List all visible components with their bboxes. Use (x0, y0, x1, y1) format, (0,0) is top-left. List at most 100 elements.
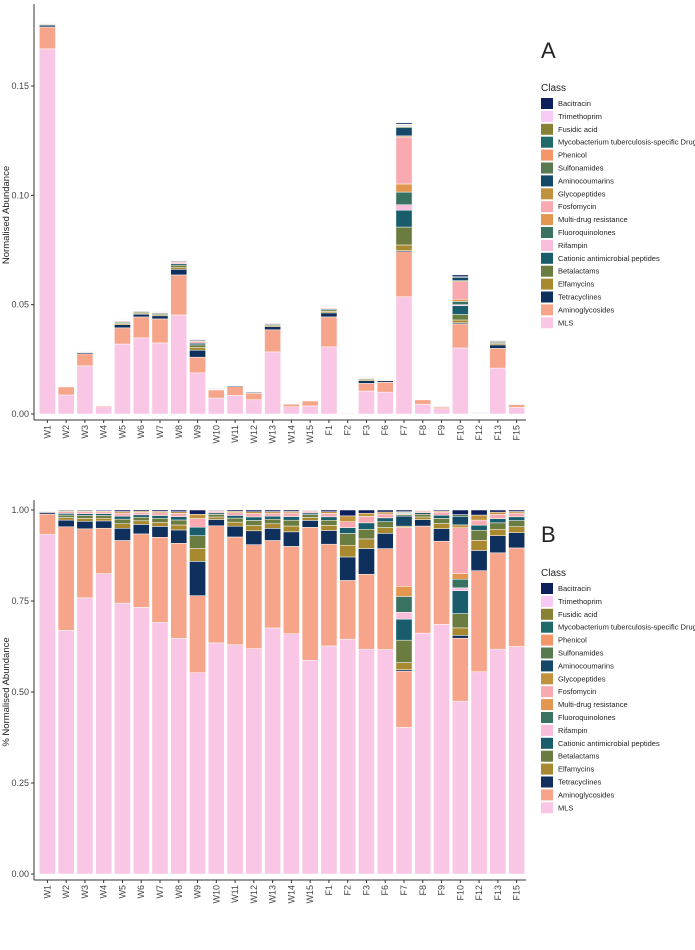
bar-segment-W5-mls (114, 344, 130, 414)
bar-segment-W2-elfamycins (58, 518, 74, 521)
bar-segment-F1-aminoglycosides (321, 317, 337, 347)
legend-title-a: Class (541, 83, 566, 94)
bar-segment-F15-bacitracin (509, 510, 525, 512)
bar-F2 (340, 510, 356, 874)
legend-label: Aminoglycosides (558, 305, 615, 314)
x-tick-label: W10 (211, 885, 221, 904)
bar-segment-W12-cationic-antimicrobial-peptides (246, 517, 262, 520)
x-tick-label: W7 (155, 885, 165, 899)
legend-item: Fluoroquinolones (541, 712, 616, 723)
bar-segment-W5-bacitracin (114, 510, 130, 512)
legend-item: MLS (541, 802, 573, 813)
bar-segment-W5-aminoglycosides (114, 328, 130, 344)
legend-swatch (541, 635, 553, 646)
legend-label: Multi-drug resistance (558, 700, 628, 709)
bar-segment-W8-fosfomycin (171, 513, 187, 516)
legend-swatch (541, 699, 553, 710)
bar-segment-F3-tetracyclines (358, 549, 374, 575)
bar-segment-W12-fosfomycin (246, 513, 262, 516)
bar-segment-W6-aminoglycosides (133, 317, 149, 338)
legend-item: Tetracyclines (541, 777, 602, 788)
bar-segment-F3-fosfomycin (358, 516, 374, 522)
bar-W12 (246, 510, 262, 874)
bar-segment-W15-betalactams (302, 515, 318, 518)
bar-W5 (114, 320, 130, 414)
x-tick-label: W14 (286, 885, 296, 904)
bar-segment-F7-mls (396, 297, 412, 414)
bar-segment-F12-mls (471, 672, 487, 874)
bar-segment-F6-cationic-antimicrobial-peptides (377, 518, 393, 522)
bar-segment-W10-tetracyclines (208, 519, 224, 525)
bar-segment-W9-fosfomycin (189, 341, 205, 343)
bar-segment-F6-mls (377, 392, 393, 414)
x-tick-label: F8 (418, 885, 428, 896)
legend-label: Phenicol (558, 636, 587, 645)
x-tick-label: F9 (437, 425, 447, 436)
bar-segment-F3-aminoglycosides (358, 574, 374, 649)
legend-item: Aminocoumarins (541, 175, 614, 186)
bar-segment-W13-mls (265, 628, 281, 874)
bar-segment-F9-mls (433, 409, 449, 414)
bar-segment-W4-elfamycins (96, 518, 112, 521)
bar-segment-W8-aminoglycosides (171, 275, 187, 315)
bar-segment-W7-mls (152, 343, 168, 414)
bar-segment-W2-bacitracin (58, 510, 74, 511)
bar-segment-F7-multi-drug-resistance (396, 586, 412, 596)
legend-swatch (541, 137, 553, 148)
bar-segment-F7-mls (396, 727, 412, 874)
legend-label: Rifampin (558, 241, 588, 250)
bar-segment-F15-elfamycins (509, 527, 525, 533)
bar-segment-F7-aminoglycosides (396, 252, 412, 297)
bar-segment-W7-aminoglycosides (152, 319, 168, 343)
bar-segment-F15-tetracyclines (509, 533, 525, 548)
bar-segment-F15-cationic-antimicrobial-peptides (509, 517, 525, 521)
bar-segment-W7-elfamycins (152, 522, 168, 526)
bar-W2 (58, 510, 74, 874)
bar-segment-W3-mls (77, 366, 93, 414)
bar-segment-F10-multi-drug-resistance (452, 574, 468, 580)
bar-W9 (189, 340, 205, 414)
bar-segment-W8-betalactams (171, 520, 187, 525)
legend-item: Fusidic acid (541, 124, 598, 135)
bar-segment-F3-tetracyclines (358, 381, 374, 384)
bar-segment-W7-cationic-antimicrobial-peptides (152, 515, 168, 518)
bar-segment-F9-fosfomycin (433, 512, 449, 515)
legend-label: MLS (558, 318, 573, 327)
legend-swatch (541, 712, 553, 723)
legend-swatch (541, 660, 553, 671)
bar-segment-W9-bacitracin (189, 510, 205, 514)
bar-segment-F1-fosfomycin (321, 513, 337, 516)
x-tick-label: W8 (174, 885, 184, 899)
x-tick-label: W6 (136, 425, 146, 439)
legend-swatch (541, 622, 553, 633)
bar-W13 (265, 322, 281, 414)
bar-segment-W3-fosfomycin (77, 512, 93, 514)
bar-segment-F10-multi-drug-resistance (452, 299, 468, 301)
bar-segment-W1-aminoglycosides (39, 514, 55, 534)
legend-swatch (541, 751, 553, 762)
bar-segment-W5-cationic-antimicrobial-peptides (114, 516, 130, 519)
bar-segment-F8-mls (415, 404, 431, 414)
bar-F13 (490, 510, 506, 874)
x-tick-label: F1 (324, 885, 334, 896)
bar-segment-W1-mls (39, 534, 55, 874)
y-tick-label: 1.00 (11, 505, 29, 515)
x-tick-label: F6 (380, 425, 390, 436)
bar-segment-F1-tetracyclines (321, 313, 337, 317)
legend-swatch (541, 648, 553, 659)
bar-F3 (358, 377, 374, 414)
y-tick-label: 0.25 (11, 778, 29, 788)
bar-segment-F1-tetracyclines (321, 531, 337, 545)
bar-segment-F9-betalactams (433, 518, 449, 523)
bar-segment-W9-tetracyclines (189, 561, 205, 595)
bar-segment-W3-bacitracin (77, 510, 93, 511)
bar-segment-W7-tetracyclines (152, 316, 168, 319)
bar-W1 (39, 23, 55, 414)
bar-segment-F6-glycopeptides (377, 512, 393, 514)
bar-segment-W5-betalactams (114, 519, 130, 524)
bar-segment-W6-cationic-antimicrobial-peptides (133, 515, 149, 517)
legend-label: Bacitracin (558, 99, 591, 108)
bar-segment-W8-betalactams (171, 265, 187, 267)
bar-segment-F7-multi-drug-resistance (396, 184, 412, 192)
bar-segment-F2-bacitracin (340, 510, 356, 516)
